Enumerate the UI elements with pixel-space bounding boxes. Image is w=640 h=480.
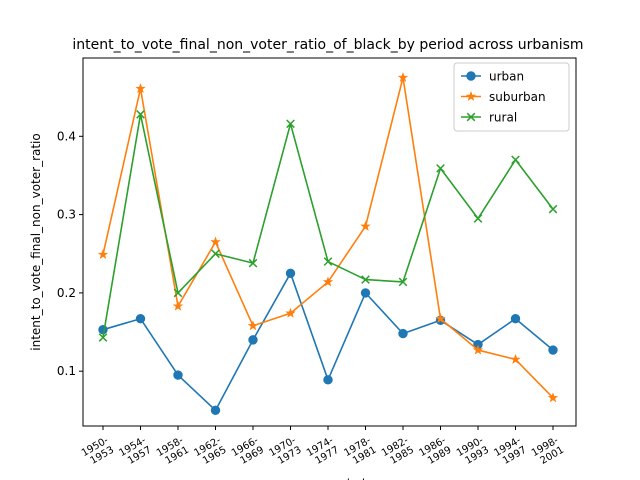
data-point-suburban xyxy=(97,249,109,259)
series-urban xyxy=(98,268,558,416)
x-tick-label-group: 1950-1953 xyxy=(80,435,117,469)
x-tick-label-group: 1986-1989 xyxy=(417,435,454,469)
y-tick-label: 0.2 xyxy=(57,286,76,300)
data-point-rural xyxy=(173,288,183,298)
x-tick-label-group: 1958-1961 xyxy=(155,435,192,469)
x-tick-label: 1982-1985 xyxy=(380,435,417,469)
legend-box xyxy=(453,62,570,132)
x-tick-label-group: 1998-2001 xyxy=(530,435,567,469)
legend-marker-suburban xyxy=(465,91,477,101)
x-tick-label: 1950-1953 xyxy=(80,435,117,469)
legend: urban suburban rural xyxy=(453,62,570,132)
data-point-rural xyxy=(286,119,295,129)
x-tick-label: 1962-1965 xyxy=(192,435,229,469)
data-point-suburban xyxy=(360,220,371,231)
data-point-suburban xyxy=(285,307,296,318)
x-tick-label-group: 1994-1997 xyxy=(492,435,529,469)
x-tick-label: 1954-1957 xyxy=(117,435,154,469)
chart-title: intent_to_vote_final_non_voter_ratio_of_… xyxy=(72,37,583,53)
data-point-rural xyxy=(436,164,445,173)
data-point-suburban xyxy=(172,300,184,311)
data-point-urban xyxy=(135,314,146,324)
data-point-urban xyxy=(98,324,108,335)
data-point-rural xyxy=(211,249,220,259)
x-tick-label-group: 1982-1985 xyxy=(380,435,417,469)
data-point-urban xyxy=(248,335,258,345)
y-tick-label: 0.4 xyxy=(57,129,76,143)
data-point-urban xyxy=(173,370,183,380)
x-tick-label-group: 1990-1993 xyxy=(455,435,492,469)
legend-marker-rural xyxy=(466,112,476,122)
data-point-urban xyxy=(510,314,521,324)
data-point-urban xyxy=(548,345,558,355)
legend-label-urban: urban xyxy=(489,70,524,84)
data-point-suburban xyxy=(435,313,446,324)
x-tick-label: 1994-1997 xyxy=(492,435,529,469)
data-point-rural xyxy=(473,214,483,223)
data-point-rural xyxy=(511,155,520,165)
x-tick-label: 1970-1973 xyxy=(267,435,304,469)
data-point-urban xyxy=(285,268,296,279)
data-point-rural xyxy=(323,257,333,266)
x-tick-label: 1978-1981 xyxy=(342,435,379,469)
data-point-suburban xyxy=(247,320,259,331)
data-point-rural xyxy=(248,258,258,268)
data-point-urban xyxy=(210,405,221,416)
y-axis-label: intent_to_vote_final_non_voter_ratio xyxy=(29,133,43,350)
data-point-suburban xyxy=(322,276,334,287)
y-tick-label: 0.1 xyxy=(57,364,76,378)
x-tick-label-group: 1978-1981 xyxy=(342,435,379,469)
data-point-urban xyxy=(360,288,371,298)
series-line-urban xyxy=(102,272,554,412)
plot-frame xyxy=(82,57,577,427)
data-point-suburban xyxy=(547,392,559,403)
legend-marker-urban xyxy=(466,71,476,81)
x-axis-label: period xyxy=(327,477,365,480)
x-tick-label-group: 1954-1957 xyxy=(117,435,154,469)
data-point-suburban xyxy=(397,72,409,83)
legend-label-rural: rural xyxy=(489,111,517,125)
x-tick-label: 1966-1969 xyxy=(230,435,267,469)
x-tick-label-group: 1970-1973 xyxy=(267,435,304,469)
data-point-urban xyxy=(398,328,408,339)
x-tick-label-group: 1966-1969 xyxy=(230,435,267,469)
data-point-rural xyxy=(98,333,108,342)
series-rural xyxy=(98,110,558,342)
series-line-rural xyxy=(102,113,554,338)
x-tick-label: 1998-2001 xyxy=(530,435,567,469)
data-point-suburban xyxy=(510,353,521,364)
data-point-suburban xyxy=(135,83,146,93)
x-tick-label: 1974-1977 xyxy=(305,435,342,469)
x-tick-label-group: 1974-1977 xyxy=(305,435,342,469)
x-tick-label: 1990-1993 xyxy=(455,435,492,469)
x-tick-label-group: 1962-1965 xyxy=(192,435,229,469)
data-point-rural xyxy=(136,110,145,119)
data-point-suburban xyxy=(210,236,221,247)
series-suburban xyxy=(97,72,559,403)
data-point-suburban xyxy=(472,344,484,355)
legend-label-suburban: suburban xyxy=(489,90,546,104)
data-point-urban xyxy=(323,375,333,385)
x-tick-label: 1986-1989 xyxy=(417,435,454,469)
data-point-rural xyxy=(548,204,558,214)
data-point-rural xyxy=(361,275,370,284)
x-tick-label: 1958-1961 xyxy=(155,435,192,469)
y-tick-label: 0.3 xyxy=(57,208,76,222)
data-point-rural xyxy=(398,277,408,287)
